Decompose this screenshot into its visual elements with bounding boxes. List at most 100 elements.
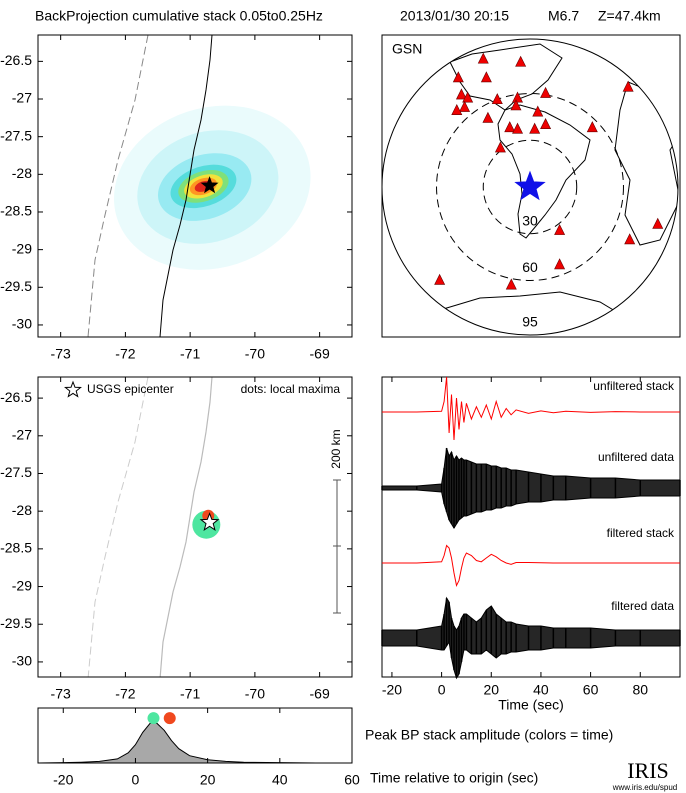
stack-trace — [382, 544, 680, 588]
station — [515, 55, 527, 67]
x-tick-label: 80 — [632, 682, 648, 698]
event-date: 2013/01/30 20:15 — [400, 8, 509, 24]
station — [554, 258, 566, 270]
station — [652, 217, 664, 229]
trace-label: filtered data — [611, 599, 674, 613]
peak-point — [147, 712, 160, 725]
y-tick-label: -27 — [12, 90, 32, 106]
station — [451, 103, 463, 115]
amplitude-area — [37, 721, 352, 764]
event-magnitude: M6.7 — [548, 8, 579, 24]
station — [480, 71, 492, 83]
distance-ring — [381, 38, 679, 336]
x-tick-label: 60 — [583, 682, 599, 698]
x-tick-label: 0 — [132, 772, 140, 788]
station — [434, 273, 446, 285]
network-label: GSN — [392, 41, 422, 57]
trace-label: filtered stack — [607, 526, 675, 540]
station — [554, 223, 566, 235]
stack-trace — [382, 376, 680, 441]
y-tick-label: -29.5 — [0, 278, 32, 294]
coastline — [159, 377, 213, 677]
station — [512, 122, 524, 134]
trench — [87, 377, 149, 677]
coastline — [159, 35, 213, 337]
continents — [439, 43, 678, 321]
station — [494, 141, 506, 153]
x-tick-label: -20 — [53, 772, 73, 788]
epicenter — [199, 512, 220, 531]
event-depth: Z=47.4km — [598, 8, 661, 24]
distance-ring — [482, 139, 578, 235]
legend-icon — [64, 380, 82, 398]
station — [504, 121, 516, 133]
station — [624, 233, 636, 245]
trace-label: unfiltered stack — [593, 379, 675, 393]
station — [455, 88, 467, 100]
ring-label: 30 — [522, 212, 538, 228]
station — [512, 91, 524, 103]
trace-label: unfiltered data — [598, 450, 674, 464]
y-tick-label: -27 — [12, 426, 32, 442]
y-tick-label: -29.5 — [0, 615, 32, 631]
y-tick-label: -28.5 — [0, 203, 32, 219]
station — [529, 122, 541, 134]
y-tick-label: -26.5 — [0, 389, 32, 405]
y-tick-label: -26.5 — [0, 52, 32, 68]
x-axis-label: Time (sec) — [498, 697, 564, 713]
station — [491, 93, 503, 105]
station — [586, 121, 598, 133]
y-tick-label: -28 — [12, 502, 32, 518]
distance-ring — [436, 93, 624, 281]
ring-label: 95 — [522, 314, 538, 330]
x-tick-label: -73 — [51, 686, 71, 702]
scale-label: 200 km — [329, 429, 343, 468]
y-tick-label: -27.5 — [0, 464, 32, 480]
x-axis-label: Time relative to origin (sec) — [370, 770, 538, 786]
x-tick-label: 40 — [533, 682, 549, 698]
y-tick-label: -28.5 — [0, 540, 32, 556]
x-tick-label: -72 — [115, 686, 135, 702]
y-tick-label: -29 — [12, 240, 32, 256]
station — [622, 80, 634, 92]
x-tick-label: -73 — [51, 346, 71, 362]
x-tick-label: 40 — [272, 772, 288, 788]
y-tick-label: -30 — [12, 653, 32, 669]
x-tick-label: 0 — [438, 682, 446, 698]
station — [482, 111, 494, 123]
plot-frame — [37, 707, 353, 764]
x-tick-label: 20 — [200, 772, 216, 788]
trench — [87, 35, 149, 337]
x-tick-label: -69 — [310, 346, 330, 362]
x-tick-label: -70 — [245, 686, 265, 702]
station — [452, 71, 464, 83]
y-tick-label: -29 — [12, 577, 32, 593]
source — [514, 170, 546, 201]
station — [540, 86, 552, 98]
x-tick-label: -69 — [310, 686, 330, 702]
epicenter — [200, 176, 219, 194]
plot-frame — [37, 376, 353, 678]
x-tick-label: -71 — [180, 346, 200, 362]
plot-frame — [381, 376, 681, 678]
x-tick-label: -70 — [245, 346, 265, 362]
caption: Peak BP stack amplitude (colors = time) — [365, 727, 613, 743]
station — [510, 99, 522, 111]
station — [532, 105, 544, 117]
plot-frame — [37, 34, 353, 338]
logo-url: www.iris.edu/spud — [612, 783, 677, 792]
ring-label: 60 — [522, 259, 538, 275]
peak-point — [163, 712, 176, 725]
y-tick-label: -30 — [12, 316, 32, 332]
x-tick-label: 60 — [344, 772, 360, 788]
station — [505, 278, 517, 290]
y-tick-label: -28 — [12, 165, 32, 181]
x-tick-label: -72 — [115, 346, 135, 362]
legend-label: USGS epicenter — [87, 382, 174, 396]
x-tick-label: -71 — [180, 686, 200, 702]
y-tick-label: -27.5 — [0, 127, 32, 143]
figure-title: BackProjection cumulative stack 0.05to0.… — [35, 8, 323, 24]
station — [459, 100, 471, 112]
x-tick-label: 20 — [483, 682, 499, 698]
station — [540, 118, 552, 129]
